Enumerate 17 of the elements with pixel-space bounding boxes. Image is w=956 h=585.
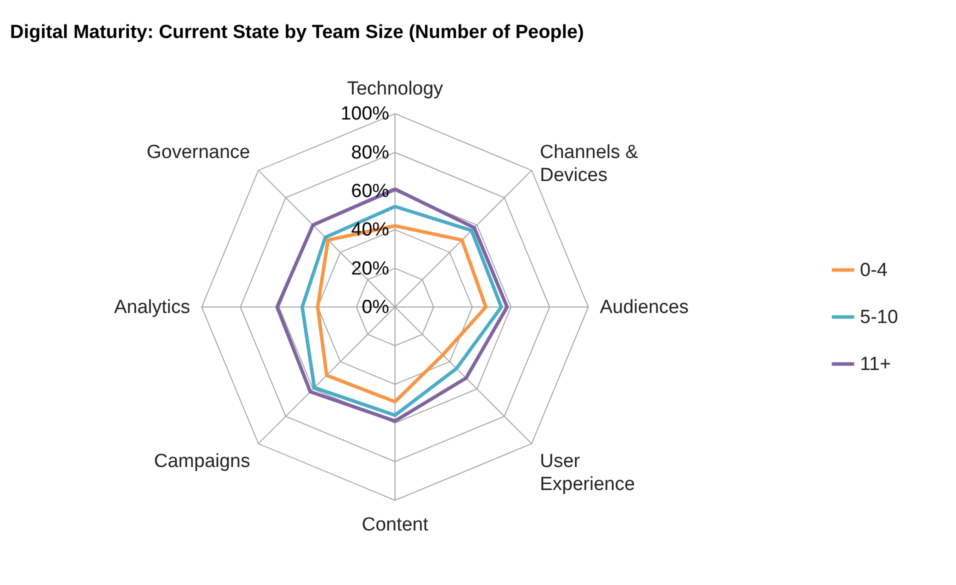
y-tick-label: 100% (340, 104, 390, 125)
y-tick-label: 60% (351, 181, 390, 202)
y-tick-label: 20% (351, 258, 390, 280)
chart-title: Digital Maturity: Current State by Team Size (Number of People) (10, 22, 584, 43)
spoke-label: Technology (346, 78, 444, 100)
legend-label: 5-10 (860, 307, 898, 328)
spoke-label: Campaigns (154, 450, 250, 472)
legend-label: 0-4 (860, 260, 888, 281)
spoke-label: Channels & Devices (540, 142, 638, 186)
legend-label: 11+ (860, 354, 891, 375)
y-tick-label: 80% (351, 142, 390, 164)
spoke-label: Governance (146, 142, 250, 164)
y-tick-label: 0% (362, 297, 390, 318)
spoke-label: Analytics (114, 297, 190, 318)
spoke-label: Audiences (600, 297, 689, 318)
spoke-label: User Experience (540, 450, 635, 495)
spoke-label: Content (362, 514, 429, 536)
